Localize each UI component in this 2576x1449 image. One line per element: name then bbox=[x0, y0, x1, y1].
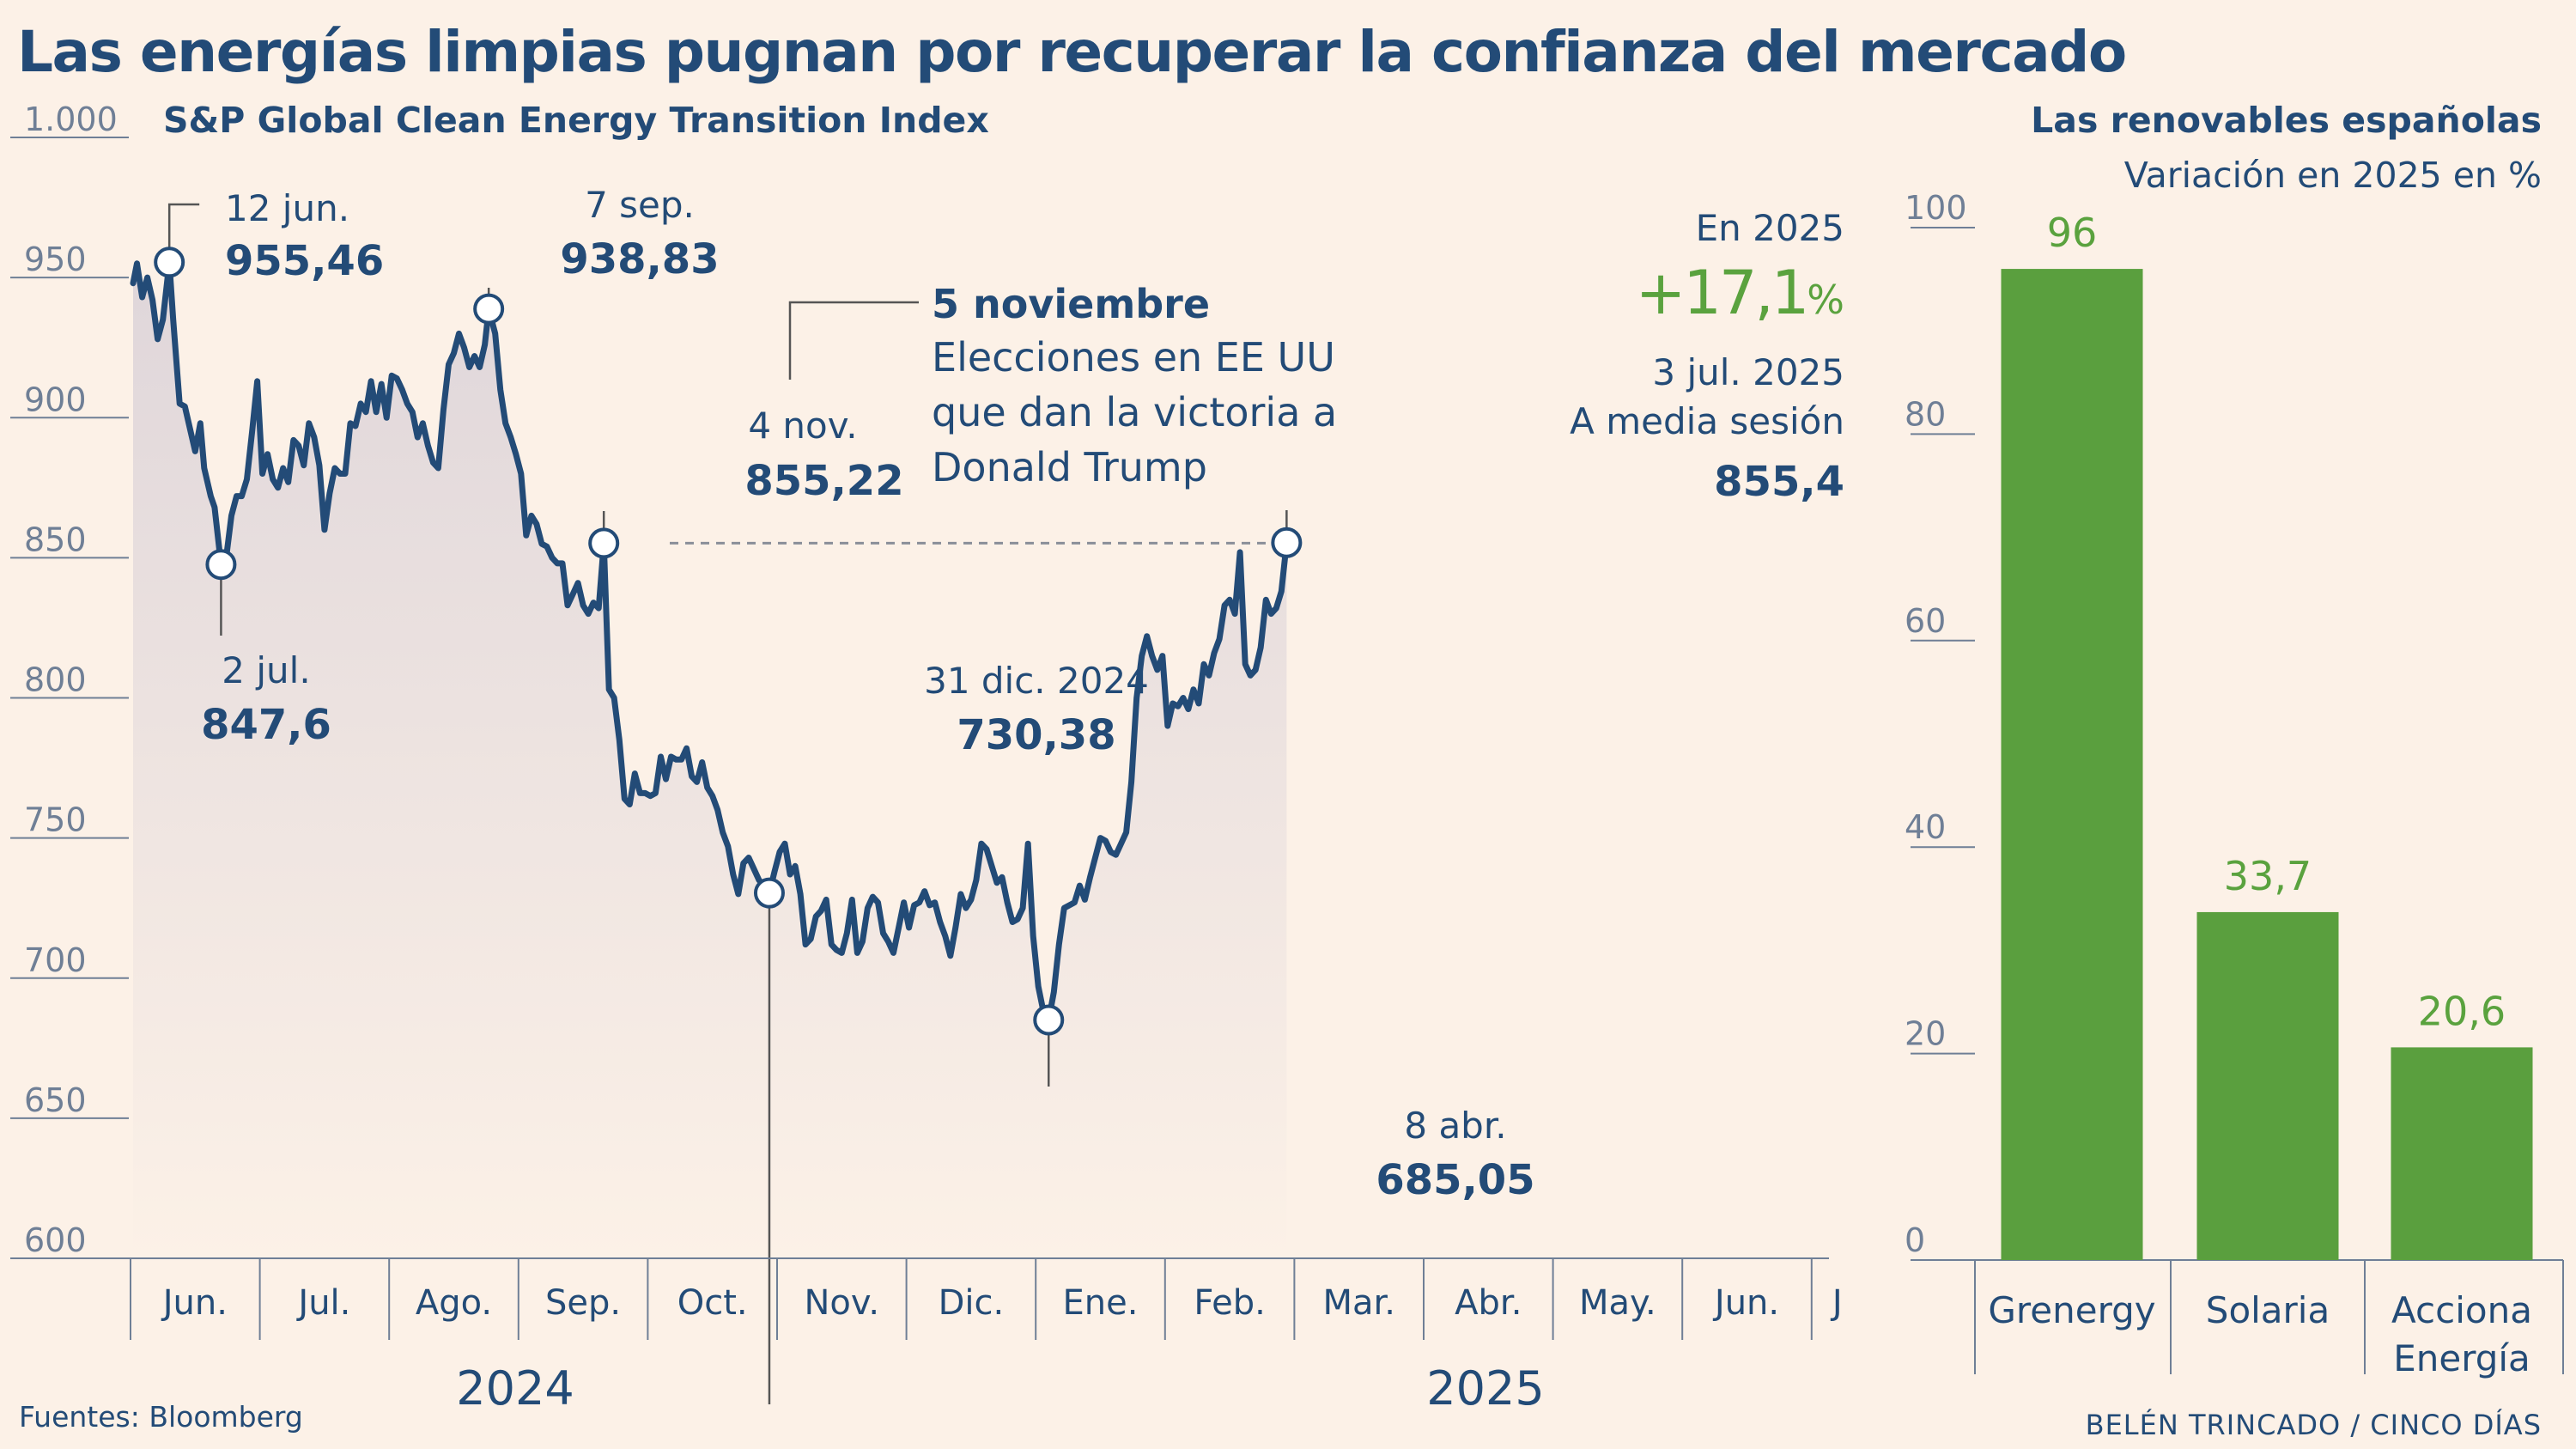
index-series-line bbox=[130, 259, 1290, 1023]
ytd-date: 3 jul. 2025 bbox=[1652, 351, 1844, 393]
y-tick-label: 950 bbox=[24, 240, 87, 278]
annotation-date: 31 dic. 2024 bbox=[924, 660, 1149, 702]
bar-y-tick-label: 40 bbox=[1905, 808, 1946, 846]
bar-y-tick-label: 20 bbox=[1905, 1015, 1946, 1053]
x-month-label: Abr. bbox=[1455, 1283, 1522, 1323]
bar-category-label: Acciona bbox=[2391, 1289, 2532, 1331]
x-month-label: Jul. bbox=[295, 1283, 350, 1323]
y-tick-label: 750 bbox=[24, 801, 87, 839]
source-note: Fuentes: Bloomberg bbox=[19, 1400, 303, 1434]
bar-1 bbox=[2196, 911, 2339, 1260]
annotation-marker bbox=[1033, 1004, 1065, 1036]
x-month-label: J bbox=[1830, 1283, 1843, 1323]
x-month-label: Jun. bbox=[1712, 1283, 1779, 1323]
y-tick-label: 1.000 bbox=[24, 100, 118, 138]
x-month-label: Ago. bbox=[416, 1283, 492, 1323]
event-line: que dan la victoria a bbox=[932, 389, 1337, 435]
annotation-value: 938,83 bbox=[560, 235, 719, 283]
annotation-date: 7 sep. bbox=[585, 184, 695, 226]
y-tick-label: 600 bbox=[24, 1221, 87, 1259]
bar-y-tick-label: 0 bbox=[1905, 1221, 1925, 1259]
annotation-date: 4 nov. bbox=[748, 405, 857, 447]
x-month-label: May. bbox=[1579, 1283, 1656, 1323]
annotation-leader bbox=[167, 203, 200, 249]
line-chart-title: S&P Global Clean Energy Transition Index bbox=[163, 100, 989, 141]
bar-category-label: Energía bbox=[2393, 1337, 2530, 1379]
year-label: 2025 bbox=[1426, 1361, 1544, 1416]
bar-category-label: Grenergy bbox=[1988, 1289, 2155, 1331]
bar-y-tick-label: 80 bbox=[1905, 395, 1946, 433]
annotation-date: 8 abr. bbox=[1404, 1105, 1506, 1147]
annotation-marker bbox=[473, 293, 505, 325]
bar-chart-title: Las renovables españolas bbox=[2031, 100, 2542, 141]
page-title: Las energías limpias pugnan por recupera… bbox=[17, 19, 2127, 85]
x-month-label: Feb. bbox=[1194, 1283, 1266, 1323]
annotation-marker bbox=[154, 247, 185, 278]
event-title: 5 noviembre bbox=[932, 281, 1210, 327]
bar-chart-subtitle: Variación en 2025 en % bbox=[2123, 155, 2542, 196]
ytd-level: 855,4 bbox=[1714, 458, 1844, 506]
bar-2 bbox=[2391, 1047, 2533, 1260]
event-line: Donald Trump bbox=[932, 444, 1207, 490]
bar-0 bbox=[2001, 269, 2143, 1261]
ytd-change: +17,1% bbox=[1636, 258, 1844, 328]
bar-category-label: Solaria bbox=[2206, 1289, 2330, 1331]
event-leader bbox=[788, 301, 919, 380]
line-area-fill bbox=[133, 262, 1287, 1258]
x-month-label: Oct. bbox=[677, 1283, 748, 1323]
ytd-note: A media sesión bbox=[1570, 400, 1844, 442]
annotation-marker bbox=[1271, 527, 1303, 558]
bar-y-tick-label: 60 bbox=[1905, 602, 1946, 640]
y-tick-label: 650 bbox=[24, 1081, 87, 1119]
event-line: Elecciones en EE UU bbox=[932, 334, 1335, 381]
ytd-label: En 2025 bbox=[1696, 207, 1844, 249]
annotation-marker bbox=[588, 527, 620, 559]
x-month-label: Dic. bbox=[939, 1283, 1005, 1323]
x-month-label: Mar. bbox=[1322, 1283, 1395, 1323]
annotation-value: 730,38 bbox=[957, 711, 1115, 759]
annotation-marker bbox=[753, 877, 785, 909]
bar-y-tick-label: 100 bbox=[1905, 189, 1967, 227]
bar-value-label: 96 bbox=[2047, 210, 2098, 256]
y-tick-label: 850 bbox=[24, 521, 87, 558]
x-month-label: Ene. bbox=[1063, 1283, 1139, 1323]
annotation-value: 955,46 bbox=[225, 237, 384, 285]
year-label: 2024 bbox=[456, 1361, 574, 1416]
bar-value-label: 33,7 bbox=[2224, 853, 2312, 899]
x-month-label: Sep. bbox=[545, 1283, 621, 1323]
credit-note: BELÉN TRINCADO / CINCO DÍAS bbox=[2085, 1409, 2542, 1441]
y-tick-label: 800 bbox=[24, 661, 87, 699]
x-month-label: Nov. bbox=[804, 1283, 879, 1323]
annotation-value: 855,22 bbox=[744, 457, 903, 505]
x-month-label: Jun. bbox=[161, 1283, 228, 1323]
annotation-value: 847,6 bbox=[201, 701, 331, 749]
annotation-date: 2 jul. bbox=[222, 649, 310, 691]
annotation-value: 685,05 bbox=[1376, 1156, 1534, 1204]
annotation-date: 12 jun. bbox=[225, 187, 349, 229]
y-tick-label: 900 bbox=[24, 381, 87, 418]
annotation-marker bbox=[205, 549, 237, 581]
y-tick-label: 700 bbox=[24, 941, 87, 979]
bar-value-label: 20,6 bbox=[2418, 988, 2506, 1034]
